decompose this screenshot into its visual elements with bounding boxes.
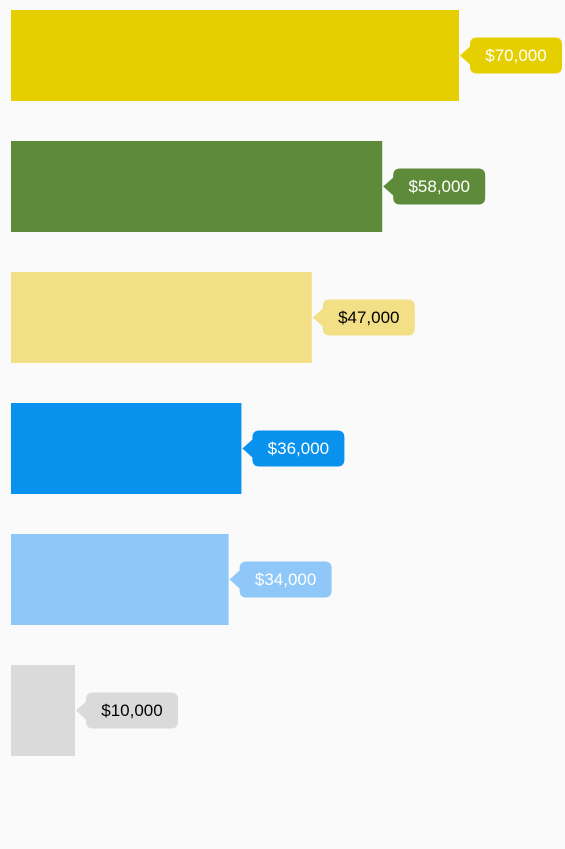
- value-label-box: [312, 299, 415, 336]
- value-label-box: [76, 692, 178, 729]
- value-label: $47,000: [338, 308, 399, 327]
- value-label: $70,000: [485, 46, 546, 65]
- bar: [11, 141, 383, 232]
- bar: [11, 10, 459, 101]
- value-label-box: [229, 561, 332, 598]
- bar: [11, 403, 242, 494]
- value-label: $34,000: [255, 570, 316, 589]
- value-label: $10,000: [101, 701, 162, 720]
- bar: [11, 272, 312, 363]
- bar: [11, 665, 75, 756]
- value-label-box: [383, 168, 486, 205]
- value-label-box: [242, 430, 345, 467]
- value-label-box: [460, 37, 562, 74]
- value-label: $58,000: [408, 177, 469, 196]
- bar: [11, 534, 229, 625]
- value-label: $36,000: [268, 439, 329, 458]
